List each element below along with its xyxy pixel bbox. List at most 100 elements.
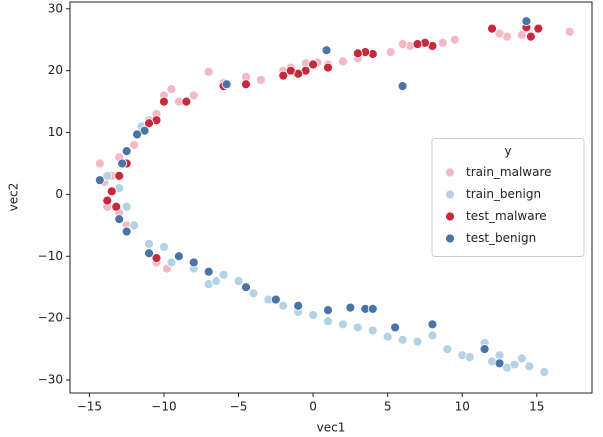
y-tick-label: 20: [48, 63, 63, 77]
point: [308, 59, 319, 70]
point: [117, 158, 128, 169]
point: [367, 325, 378, 336]
point: [159, 242, 169, 252]
point: [509, 359, 520, 370]
y-tick-label: 30: [48, 1, 63, 15]
point: [412, 39, 423, 49]
point: [221, 79, 232, 90]
point: [144, 118, 154, 129]
x-tick-label: 5: [384, 400, 392, 414]
point: [248, 288, 259, 299]
point: [494, 28, 505, 39]
x-tick-label: −10: [151, 400, 176, 414]
point: [352, 322, 363, 333]
point: [203, 67, 214, 77]
point: [256, 75, 266, 85]
point: [151, 253, 162, 264]
legend-label: test_benign: [466, 231, 536, 245]
point: [188, 257, 199, 268]
point: [437, 37, 448, 48]
point: [278, 70, 289, 81]
point: [166, 257, 177, 268]
point: [352, 48, 363, 59]
legend-marker: [445, 189, 455, 200]
x-tick-label: 15: [529, 400, 544, 414]
point: [539, 367, 550, 377]
point: [159, 96, 169, 107]
y-tick-label: −20: [38, 311, 63, 325]
y-tick-label: 0: [55, 187, 63, 201]
point: [144, 239, 154, 249]
point: [533, 23, 544, 34]
point: [106, 186, 117, 197]
point: [487, 23, 497, 34]
x-tick-label: 10: [455, 400, 470, 414]
point: [397, 334, 408, 345]
point: [367, 303, 378, 314]
point: [241, 79, 251, 90]
point: [285, 65, 296, 76]
point: [564, 26, 575, 37]
point: [442, 344, 453, 354]
point: [521, 16, 532, 27]
point: [121, 201, 132, 212]
point: [412, 336, 423, 347]
point: [278, 300, 289, 311]
point: [494, 358, 505, 369]
point: [102, 170, 113, 181]
point: [397, 81, 408, 92]
legend-title: y: [504, 144, 511, 158]
x-axis-label: vec1: [317, 421, 346, 435]
point: [121, 146, 132, 156]
point: [427, 330, 438, 341]
point: [166, 84, 177, 95]
legend-marker: [445, 211, 455, 222]
point: [464, 352, 475, 363]
point: [525, 31, 536, 42]
point: [181, 96, 192, 107]
point: [218, 269, 229, 280]
y-axis-label: vec2: [7, 183, 21, 212]
point: [121, 226, 132, 237]
legend-label: train_benign: [466, 187, 541, 201]
point: [449, 34, 460, 45]
point: [338, 56, 348, 67]
point: [323, 62, 333, 73]
point: [308, 310, 319, 320]
point: [397, 39, 408, 49]
point: [323, 316, 333, 327]
legend-box: [431, 138, 585, 257]
point: [517, 353, 527, 364]
point: [345, 302, 356, 313]
point: [241, 282, 251, 293]
point: [132, 129, 143, 140]
y-tick-label: 10: [48, 125, 63, 139]
legend-label: test_malware: [466, 209, 547, 223]
point: [385, 47, 396, 58]
legend-marker: [445, 233, 455, 244]
point: [293, 300, 304, 311]
point: [94, 158, 105, 169]
point: [390, 322, 401, 333]
point: [129, 220, 140, 231]
point: [382, 331, 393, 342]
legend-marker: [445, 167, 455, 178]
point: [144, 248, 154, 259]
y-tick-label: −30: [38, 373, 63, 387]
x-tick-label: −15: [77, 400, 102, 414]
point: [102, 195, 113, 206]
point: [173, 251, 184, 262]
point: [233, 276, 244, 286]
point: [111, 201, 122, 212]
point: [188, 90, 199, 101]
x-tick-label: 0: [309, 400, 317, 414]
axes-frame: [69, 1, 593, 394]
point: [427, 319, 438, 330]
point: [211, 276, 222, 286]
point: [524, 361, 535, 372]
x-tick-label: −5: [230, 400, 248, 414]
point: [338, 319, 348, 330]
point: [321, 45, 332, 56]
